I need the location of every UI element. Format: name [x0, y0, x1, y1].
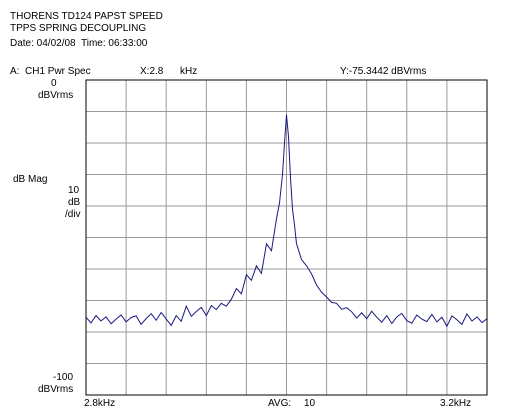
y-scale-unit: dB [68, 197, 81, 208]
grid [86, 80, 487, 395]
trace-label: A: CH1 Pwr Spec [10, 66, 91, 77]
y-readout: Y:-75.3442 dBVrms [340, 66, 427, 77]
x-readout: X:2.8 [140, 66, 164, 77]
plot-frame [85, 79, 488, 396]
x-start-label: 2.8kHz [84, 398, 116, 409]
y-top-unit: dBVrms [38, 90, 74, 101]
y-bottom-unit: dBVrms [38, 384, 74, 395]
y-magnitude-label: dB Mag [13, 174, 48, 185]
y-bottom-value: -100 [53, 372, 74, 383]
spectrum-trace-line [85, 114, 488, 328]
y-scale-value: 10 [68, 185, 80, 196]
averaging-value: 10 [304, 398, 316, 409]
title-line-1: THORENS TD124 PAPST SPEED [10, 11, 163, 22]
y-scale-per-div: /div [65, 209, 81, 220]
x-readout-unit: kHz [180, 66, 198, 77]
averaging-label: AVG: [268, 398, 292, 409]
x-end-label: 3.2kHz [440, 398, 472, 409]
y-top-value: 0 [51, 78, 57, 89]
title-line-2: TPPS SPRING DECOUPLING [10, 23, 147, 34]
date-time: Date: 04/02/08 Time: 06:33:00 [10, 38, 148, 49]
